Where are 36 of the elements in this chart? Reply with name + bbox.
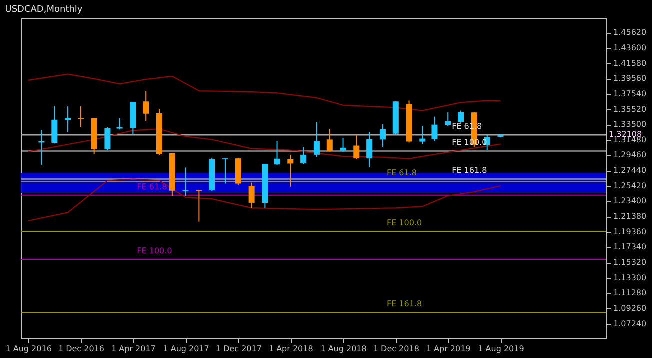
y-tick-label: 1.15320: [614, 258, 647, 268]
y-tick-label: 1.25420: [614, 181, 647, 190]
y-tick-label: 1.31480: [614, 135, 647, 144]
y-tick-label: 1.45620: [614, 28, 647, 38]
y-tick-label: 1.17340: [614, 242, 647, 252]
annotation: FE 161.8: [452, 166, 488, 176]
x-tick-label: 1 Aug 2017: [163, 344, 210, 354]
y-tick-label: 1.23400: [614, 196, 647, 206]
annotation: FE 100.0: [137, 246, 172, 256]
x-tick-label: 1 Aug 2016: [6, 344, 52, 354]
x-tick-label: 1 Dec 2018: [373, 344, 420, 354]
annotation: FE 161.8: [386, 300, 422, 309]
y-tick-label: 1.35520: [614, 104, 647, 114]
y-tick-label: 1.21380: [614, 212, 647, 222]
y-tick-label: 1.37540: [614, 89, 647, 98]
y-tick-label: 1.11280: [614, 288, 647, 298]
y-tick-label: 1.43600: [614, 43, 647, 52]
x-tick-label: 1 Aug 2018: [320, 344, 367, 354]
x-tick-label: 1 Apr 2017: [111, 344, 156, 354]
x-tick-label: 1 Apr 2018: [268, 344, 314, 354]
y-tick-label: 1.33500: [614, 120, 647, 130]
x-tick-label: 1 Apr 2019: [426, 344, 471, 354]
y-tick-label: 1.29460: [614, 150, 647, 160]
y-tick-label: 1.27440: [614, 166, 647, 176]
annotation: FE 100.0: [386, 218, 422, 228]
y-tick-label: 1.13300: [614, 273, 647, 282]
x-tick-label: 1 Dec 2017: [216, 344, 262, 354]
annotation: FE 61.8: [137, 182, 168, 192]
x-tick-label: 1 Aug 2019: [478, 344, 524, 354]
x-tick-label: 1 Dec 2016: [58, 344, 104, 354]
y-tick-label: 1.07240: [614, 319, 647, 328]
y-tick-label: 1.41580: [614, 58, 647, 68]
chart-title: USDCAD,Monthly: [5, 5, 84, 15]
y-tick-label: 1.39560: [614, 74, 647, 84]
y-tick-label: 1.19360: [614, 227, 647, 236]
y-tick-label: 1.09260: [614, 304, 647, 313]
